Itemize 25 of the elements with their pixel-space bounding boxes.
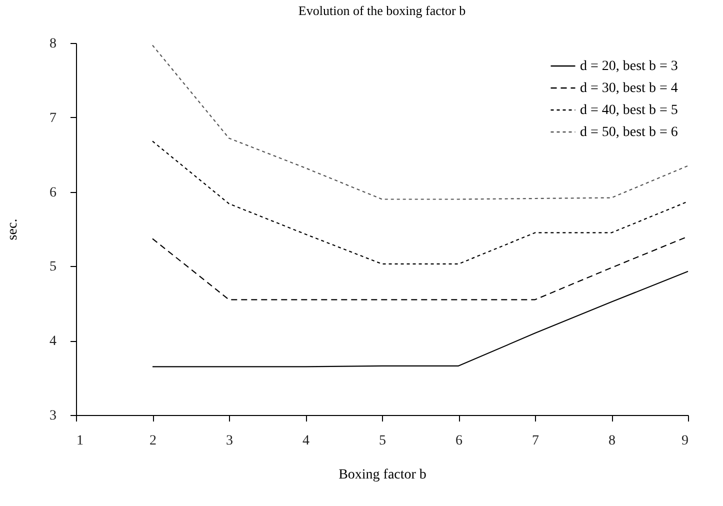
y-tick-label: 3: [50, 408, 56, 424]
x-tick-label: 8: [608, 434, 616, 448]
x-tick-label: 5: [379, 434, 386, 448]
x-tick-label: 9: [682, 434, 688, 448]
y-tick-label: 4: [50, 334, 56, 350]
y-axis-title: sec.: [6, 218, 20, 240]
line-series: [152, 140, 689, 265]
line-series: [152, 44, 689, 200]
y-tick-label: 6: [50, 185, 56, 200]
y-tick-label: 8: [50, 36, 56, 52]
x-tick-label: 6: [456, 434, 462, 448]
legend-label: d = 40, best b = 5: [580, 103, 678, 118]
x-tick-label: 3: [226, 434, 233, 448]
y-tick-label: 5: [50, 260, 56, 275]
x-axis-title: Boxing factor b: [338, 468, 426, 482]
line-series: [152, 270, 689, 368]
x-tick-label: 4: [302, 434, 310, 448]
legend-label: d = 20, best b = 3: [580, 59, 678, 74]
x-tick-label: 7: [532, 434, 539, 448]
chart-title: Evolution of the boxing factor b: [298, 3, 466, 18]
legend-label: d = 30, best b = 4: [580, 81, 678, 96]
legend-label: d = 50, best b = 6: [580, 125, 678, 140]
y-tick-label: 7: [50, 110, 56, 126]
x-tick-label: 1: [76, 434, 84, 448]
x-tick-label: 2: [150, 434, 156, 448]
